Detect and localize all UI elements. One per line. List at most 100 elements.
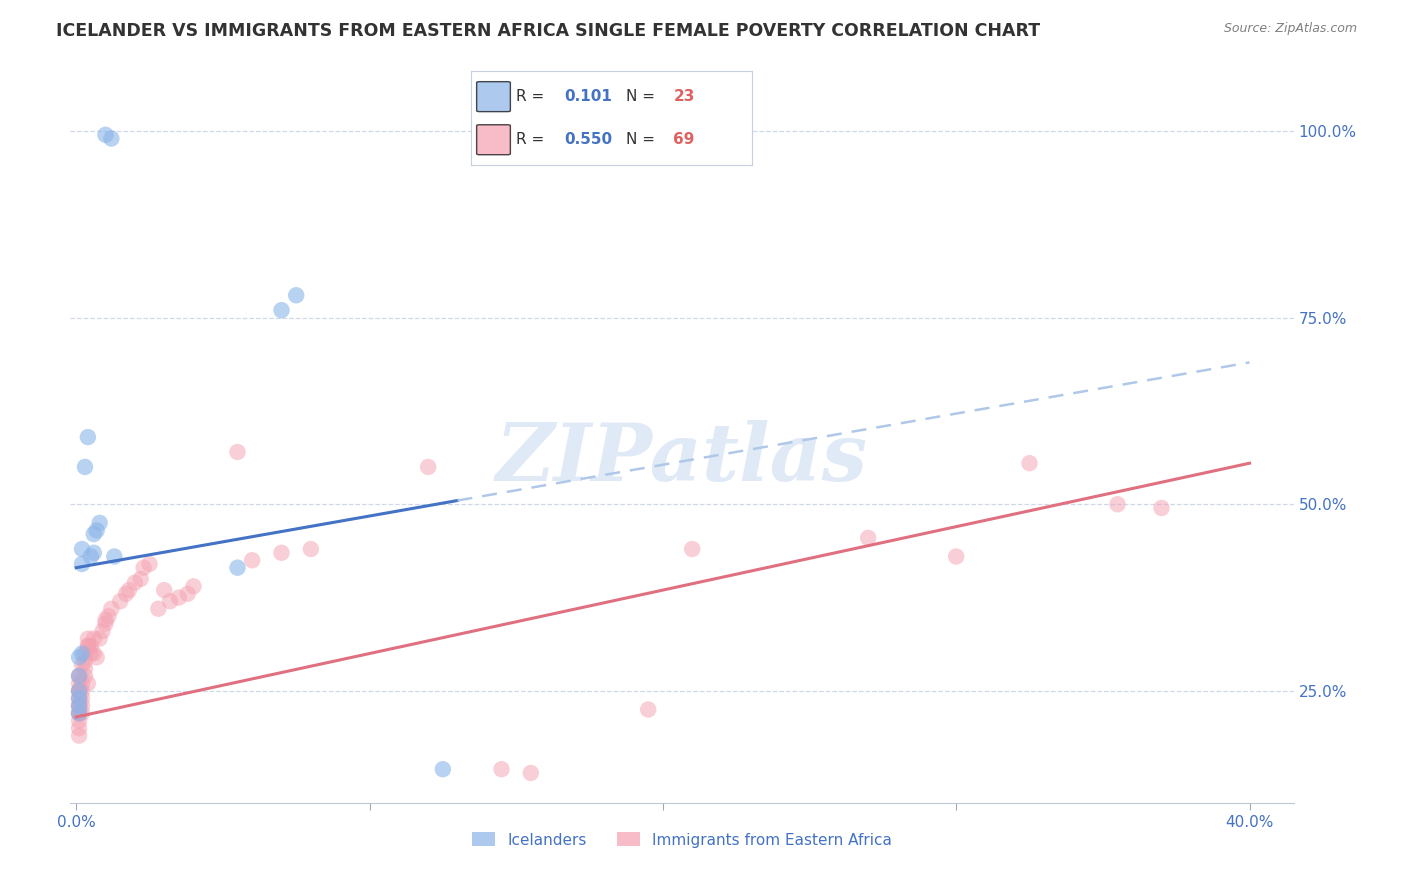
Point <box>94 128 117 142</box>
Point <box>89 632 111 646</box>
Point <box>148 601 170 615</box>
Point <box>67 706 90 721</box>
Point <box>124 575 146 590</box>
Point <box>97 609 120 624</box>
Point <box>491 762 513 776</box>
Point <box>183 579 205 593</box>
Point <box>67 691 90 706</box>
Point <box>129 572 152 586</box>
Point <box>299 542 322 557</box>
Point <box>70 706 93 721</box>
Point <box>226 560 249 574</box>
Point <box>67 691 90 706</box>
Point <box>945 549 967 564</box>
Point <box>115 587 138 601</box>
Point <box>681 542 703 557</box>
Point <box>1107 497 1129 511</box>
Point <box>240 553 263 567</box>
Text: 0.101: 0.101 <box>564 88 612 103</box>
Point <box>67 691 90 706</box>
Point <box>91 624 114 639</box>
Point <box>226 445 249 459</box>
Point <box>80 647 103 661</box>
Text: Source: ZipAtlas.com: Source: ZipAtlas.com <box>1223 22 1357 36</box>
Point <box>108 594 131 608</box>
Text: R =: R = <box>516 88 550 103</box>
Text: R =: R = <box>516 132 550 147</box>
Point <box>856 531 879 545</box>
Point <box>67 650 90 665</box>
Point <box>70 698 93 713</box>
FancyBboxPatch shape <box>477 82 510 112</box>
FancyBboxPatch shape <box>477 125 510 154</box>
Point <box>1150 500 1173 515</box>
Point <box>73 647 96 661</box>
Point <box>67 706 90 721</box>
Point <box>520 766 543 780</box>
Point <box>83 546 105 560</box>
Point <box>67 706 90 721</box>
Point <box>176 587 198 601</box>
Point <box>118 583 141 598</box>
Point <box>1018 456 1040 470</box>
Point <box>132 560 155 574</box>
Point <box>73 661 96 675</box>
Point <box>70 683 93 698</box>
Point <box>83 647 105 661</box>
Point <box>77 676 100 690</box>
Point <box>83 632 105 646</box>
Point <box>153 583 176 598</box>
Point <box>103 549 125 564</box>
Point <box>637 702 659 716</box>
Point <box>70 542 93 557</box>
Point <box>67 698 90 713</box>
Point <box>67 706 90 721</box>
Point <box>67 714 90 728</box>
Point <box>70 691 93 706</box>
Point <box>77 639 100 653</box>
Point <box>77 430 100 444</box>
Point <box>70 676 93 690</box>
Point <box>159 594 181 608</box>
Point <box>73 654 96 668</box>
Point <box>94 613 117 627</box>
Point <box>67 698 90 713</box>
Point <box>70 557 93 571</box>
Point <box>270 303 292 318</box>
Text: ICELANDER VS IMMIGRANTS FROM EASTERN AFRICA SINGLE FEMALE POVERTY CORRELATION CH: ICELANDER VS IMMIGRANTS FROM EASTERN AFR… <box>56 22 1040 40</box>
Point <box>73 459 96 474</box>
Point <box>418 459 440 474</box>
Point <box>70 647 93 661</box>
Point <box>67 683 90 698</box>
Point <box>83 527 105 541</box>
Point <box>67 698 90 713</box>
Point <box>73 669 96 683</box>
Point <box>270 546 292 560</box>
Point <box>285 288 308 302</box>
Point <box>167 591 190 605</box>
Point <box>77 639 100 653</box>
Point <box>67 669 90 683</box>
Text: N =: N = <box>626 132 659 147</box>
Point <box>77 632 100 646</box>
Point <box>89 516 111 530</box>
Point <box>67 669 90 683</box>
Point <box>432 762 454 776</box>
Text: N =: N = <box>626 88 659 103</box>
Point <box>80 639 103 653</box>
Point <box>100 601 122 615</box>
Text: 23: 23 <box>673 88 695 103</box>
Point <box>70 657 93 672</box>
Point <box>80 549 103 564</box>
Point <box>67 683 90 698</box>
Point <box>67 698 90 713</box>
Point <box>67 721 90 735</box>
Point <box>67 683 90 698</box>
Point <box>100 131 122 145</box>
Point <box>67 676 90 690</box>
Point <box>67 729 90 743</box>
Text: 69: 69 <box>673 132 695 147</box>
Point <box>67 669 90 683</box>
Legend: Icelanders, Immigrants from Eastern Africa: Icelanders, Immigrants from Eastern Afri… <box>465 826 898 854</box>
Point <box>94 616 117 631</box>
